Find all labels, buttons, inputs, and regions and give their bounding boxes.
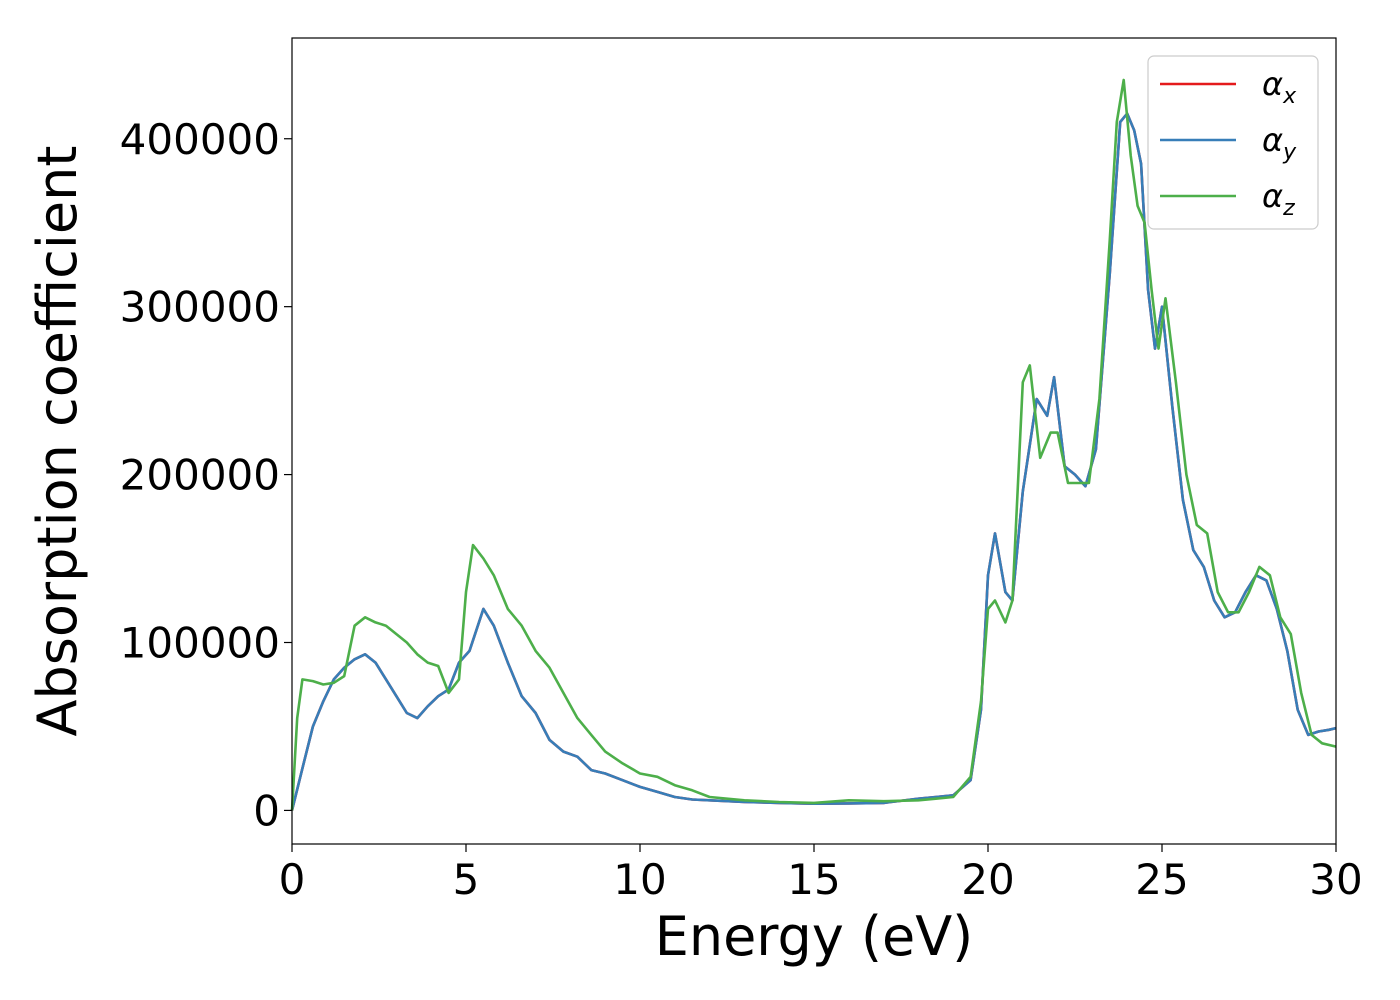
x-tick-label: 15 <box>787 855 840 904</box>
legend-frame <box>1147 55 1319 230</box>
x-tick-label: 25 <box>1135 855 1188 904</box>
x-tick-label: 0 <box>279 855 306 904</box>
x-tick-label: 5 <box>453 855 480 904</box>
y-tick-label: 400000 <box>120 115 280 164</box>
y-axis-label: Absorption coefficient <box>26 146 89 737</box>
y-tick-label: 100000 <box>120 619 280 668</box>
x-axis-label: Energy (eV) <box>655 905 974 968</box>
legend-label-x: αx <box>1262 65 1297 109</box>
series-layer <box>290 78 1337 811</box>
y-tick-label: 300000 <box>120 283 280 332</box>
legend-label-y: αy <box>1262 121 1297 165</box>
series-line-y <box>290 112 1337 811</box>
y-tick-label: 200000 <box>120 451 280 500</box>
x-axis: 0 5 10 15 20 25 30 <box>279 844 1363 904</box>
legend: αx αy αz <box>1147 55 1319 230</box>
legend-label-z: αz <box>1262 177 1295 221</box>
y-tick-label: 0 <box>253 786 280 835</box>
y-axis: 0 100000 200000 300000 400000 <box>120 115 292 835</box>
x-tick-label: 10 <box>613 855 666 904</box>
x-tick-label: 30 <box>1309 855 1362 904</box>
x-tick-label: 20 <box>961 855 1014 904</box>
series-line-z <box>290 78 1337 811</box>
